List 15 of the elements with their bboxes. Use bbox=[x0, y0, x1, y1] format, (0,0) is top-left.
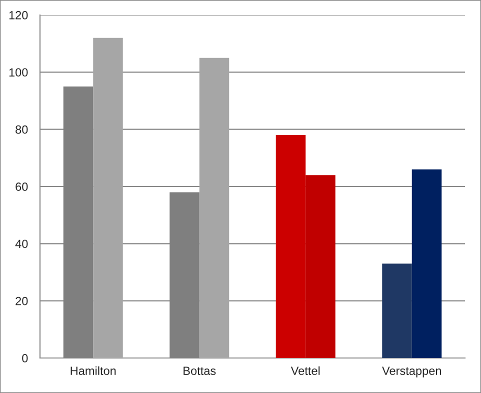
x-tick-label: Verstappen bbox=[382, 366, 441, 378]
y-tick-label: 80 bbox=[16, 125, 28, 134]
x-tick-label: Bottas bbox=[184, 366, 216, 376]
y-tick-label: 60 bbox=[16, 182, 28, 191]
x-tick-label: Vettel bbox=[290, 366, 320, 376]
y-tick-label: 40 bbox=[15, 240, 28, 248]
y-tick-label: 120 bbox=[9, 11, 28, 20]
bar bbox=[382, 264, 412, 358]
bar bbox=[93, 38, 123, 358]
y-tick-label: 0 bbox=[22, 354, 28, 362]
y-tick-label: 100 bbox=[9, 68, 28, 77]
x-tick-label: Hamilton bbox=[70, 366, 116, 376]
bar bbox=[412, 169, 442, 358]
bar bbox=[199, 58, 230, 358]
y-tick-label: 20 bbox=[16, 296, 28, 306]
